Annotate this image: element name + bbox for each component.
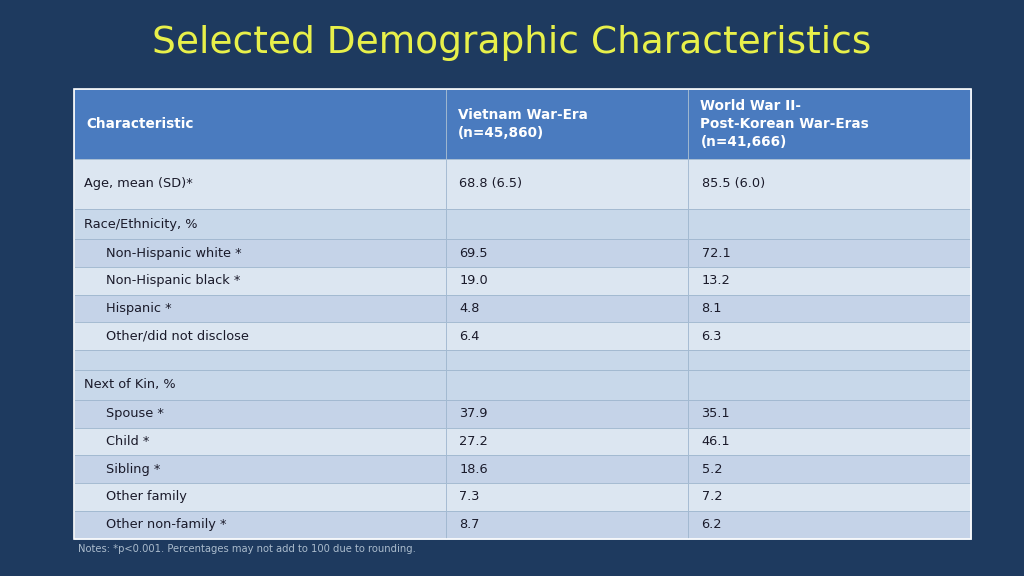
- Bar: [688, 350, 971, 370]
- Bar: [74, 428, 446, 456]
- Bar: [446, 209, 688, 239]
- Bar: [74, 456, 446, 483]
- Bar: [74, 209, 446, 239]
- Bar: [446, 295, 688, 323]
- Bar: [688, 89, 971, 159]
- Bar: [688, 428, 971, 456]
- Text: 13.2: 13.2: [701, 274, 730, 287]
- Bar: [446, 483, 688, 511]
- Bar: [74, 323, 446, 350]
- Text: 4.8: 4.8: [460, 302, 479, 315]
- Bar: [446, 370, 688, 400]
- Text: 68.8 (6.5): 68.8 (6.5): [460, 177, 522, 190]
- Bar: [446, 323, 688, 350]
- Text: 72.1: 72.1: [701, 247, 730, 260]
- Bar: [74, 295, 446, 323]
- Text: Other non-family *: Other non-family *: [106, 518, 227, 531]
- Text: Hispanic *: Hispanic *: [106, 302, 172, 315]
- Text: 8.1: 8.1: [701, 302, 722, 315]
- Text: Non-Hispanic black *: Non-Hispanic black *: [106, 274, 241, 287]
- Text: 6.3: 6.3: [701, 330, 722, 343]
- Text: Spouse *: Spouse *: [106, 407, 165, 420]
- Text: Characteristic: Characteristic: [86, 117, 194, 131]
- Text: 35.1: 35.1: [701, 407, 730, 420]
- Text: 7.2: 7.2: [701, 491, 722, 503]
- Bar: [446, 511, 688, 539]
- Text: Vietnam War-Era
(n=45,860): Vietnam War-Era (n=45,860): [459, 108, 588, 140]
- Text: Notes: *p<0.001. Percentages may not add to 100 due to rounding.: Notes: *p<0.001. Percentages may not add…: [78, 544, 416, 554]
- Bar: [74, 89, 971, 539]
- Bar: [688, 483, 971, 511]
- Text: 27.2: 27.2: [460, 435, 488, 448]
- Text: 7.3: 7.3: [460, 491, 479, 503]
- Bar: [74, 159, 446, 209]
- Bar: [688, 239, 971, 267]
- Text: Other/did not disclose: Other/did not disclose: [106, 330, 250, 343]
- Text: 6.2: 6.2: [701, 518, 722, 531]
- Bar: [688, 267, 971, 295]
- Text: 8.7: 8.7: [460, 518, 479, 531]
- Text: Child *: Child *: [106, 435, 150, 448]
- Bar: [446, 350, 688, 370]
- Bar: [446, 159, 688, 209]
- Text: Sibling *: Sibling *: [106, 463, 161, 476]
- Bar: [688, 295, 971, 323]
- Bar: [688, 456, 971, 483]
- Bar: [74, 400, 446, 428]
- Bar: [446, 239, 688, 267]
- Text: 37.9: 37.9: [460, 407, 487, 420]
- Bar: [74, 89, 446, 159]
- Text: 5.2: 5.2: [701, 463, 722, 476]
- Bar: [74, 511, 446, 539]
- Bar: [74, 239, 446, 267]
- Bar: [688, 323, 971, 350]
- Bar: [74, 267, 446, 295]
- Text: 46.1: 46.1: [701, 435, 730, 448]
- Bar: [74, 350, 446, 370]
- Text: Other family: Other family: [106, 491, 187, 503]
- Text: 19.0: 19.0: [460, 274, 488, 287]
- Text: Age, mean (SD)*: Age, mean (SD)*: [84, 177, 193, 190]
- Text: Race/Ethnicity, %: Race/Ethnicity, %: [84, 218, 198, 230]
- Bar: [446, 428, 688, 456]
- Bar: [688, 159, 971, 209]
- Text: World War II-
Post-Korean War-Eras
(n=41,666): World War II- Post-Korean War-Eras (n=41…: [700, 99, 869, 149]
- Bar: [74, 370, 446, 400]
- Bar: [688, 511, 971, 539]
- Bar: [688, 400, 971, 428]
- Text: 18.6: 18.6: [460, 463, 487, 476]
- Bar: [688, 370, 971, 400]
- Text: Selected Demographic Characteristics: Selected Demographic Characteristics: [153, 25, 871, 61]
- Bar: [688, 209, 971, 239]
- Bar: [74, 483, 446, 511]
- Bar: [446, 267, 688, 295]
- Bar: [446, 89, 688, 159]
- Text: 6.4: 6.4: [460, 330, 479, 343]
- Bar: [446, 456, 688, 483]
- Text: Non-Hispanic white *: Non-Hispanic white *: [106, 247, 242, 260]
- Text: 85.5 (6.0): 85.5 (6.0): [701, 177, 765, 190]
- Bar: [446, 400, 688, 428]
- Text: Next of Kin, %: Next of Kin, %: [84, 378, 175, 391]
- Text: 69.5: 69.5: [460, 247, 487, 260]
